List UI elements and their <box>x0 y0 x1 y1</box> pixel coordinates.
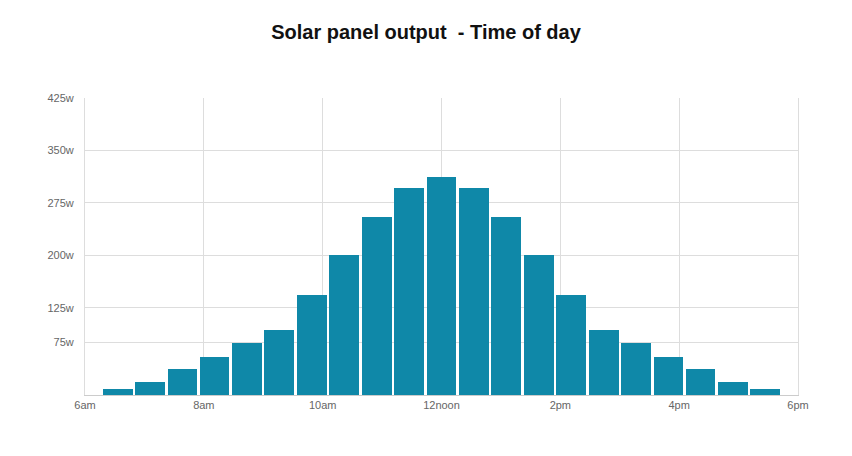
svg-text:Solar panel output - Time of: Solar panel output - Time of day <box>271 21 582 43</box>
svg-text:6am: 6am <box>74 399 95 411</box>
svg-text:12noon: 12noon <box>423 399 460 411</box>
svg-text:200w: 200w <box>48 249 74 261</box>
svg-text:425w: 425w <box>48 92 74 104</box>
svg-text:275w: 275w <box>48 197 74 209</box>
svg-text:6pm: 6pm <box>787 399 808 411</box>
svg-text:350w: 350w <box>48 144 74 156</box>
svg-text:75w: 75w <box>54 336 74 348</box>
svg-text:2pm: 2pm <box>550 399 571 411</box>
svg-text:10am: 10am <box>309 399 337 411</box>
svg-text:8am: 8am <box>193 399 214 411</box>
svg-text:125w: 125w <box>48 302 74 314</box>
svg-text:4pm: 4pm <box>668 399 689 411</box>
